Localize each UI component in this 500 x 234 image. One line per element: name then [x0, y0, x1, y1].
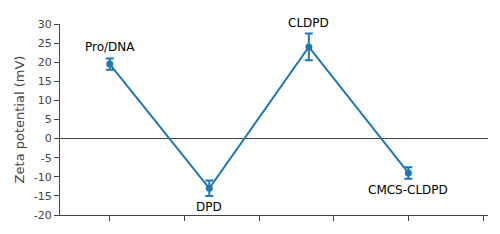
svg-text:DPD: DPD — [196, 200, 222, 214]
svg-text:20: 20 — [38, 56, 52, 69]
svg-text:-20: -20 — [34, 209, 52, 222]
svg-text:CLDPD: CLDPD — [288, 16, 329, 30]
svg-text:5: 5 — [45, 113, 52, 126]
svg-text:10: 10 — [38, 94, 52, 107]
svg-text:30: 30 — [38, 18, 52, 31]
svg-text:-5: -5 — [41, 152, 52, 165]
svg-text:-10: -10 — [34, 171, 52, 184]
svg-text:0: 0 — [45, 132, 52, 145]
svg-text:25: 25 — [38, 37, 52, 50]
svg-text:Pro/DNA: Pro/DNA — [85, 40, 135, 54]
svg-text:15: 15 — [38, 75, 52, 88]
svg-text:-15: -15 — [34, 190, 52, 203]
svg-text:CMCS-CLDPD: CMCS-CLDPD — [368, 183, 448, 197]
svg-text:Zeta potential (mV): Zeta potential (mV) — [12, 56, 27, 184]
